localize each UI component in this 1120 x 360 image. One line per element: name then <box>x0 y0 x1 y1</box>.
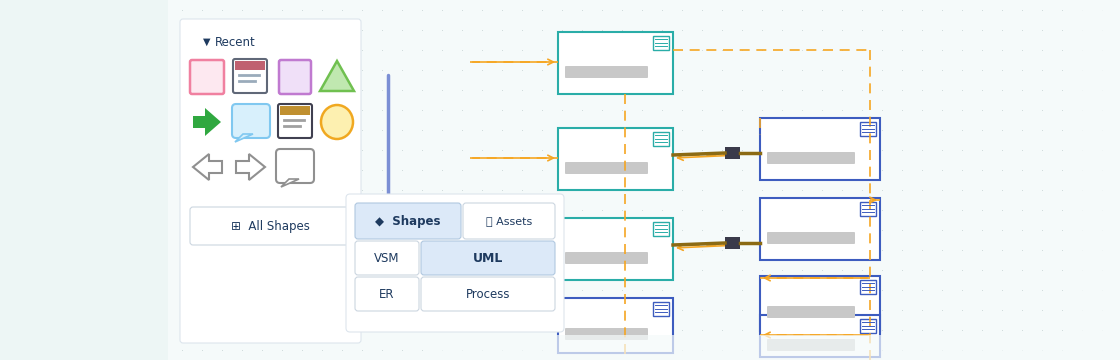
FancyBboxPatch shape <box>860 280 876 294</box>
FancyBboxPatch shape <box>653 132 669 146</box>
FancyBboxPatch shape <box>767 339 855 351</box>
FancyBboxPatch shape <box>278 104 312 138</box>
Text: 🗃 Assets: 🗃 Assets <box>486 216 532 226</box>
FancyBboxPatch shape <box>760 198 880 260</box>
Text: VSM: VSM <box>374 252 400 265</box>
Polygon shape <box>193 154 222 180</box>
FancyBboxPatch shape <box>767 232 855 244</box>
Polygon shape <box>193 108 221 136</box>
FancyBboxPatch shape <box>421 277 556 311</box>
Bar <box>725 237 740 249</box>
Polygon shape <box>236 154 265 180</box>
FancyBboxPatch shape <box>190 60 224 94</box>
FancyBboxPatch shape <box>355 277 419 311</box>
Bar <box>168 0 1120 360</box>
FancyBboxPatch shape <box>760 315 880 357</box>
FancyBboxPatch shape <box>558 298 673 353</box>
FancyBboxPatch shape <box>279 60 311 94</box>
Polygon shape <box>320 61 354 91</box>
FancyBboxPatch shape <box>860 122 876 136</box>
Text: UML: UML <box>473 252 503 265</box>
FancyBboxPatch shape <box>653 302 669 316</box>
Bar <box>280 106 310 115</box>
Bar <box>440 335 1120 360</box>
FancyBboxPatch shape <box>233 59 267 93</box>
FancyBboxPatch shape <box>355 203 461 239</box>
FancyBboxPatch shape <box>653 222 669 236</box>
FancyBboxPatch shape <box>767 152 855 164</box>
FancyBboxPatch shape <box>564 66 648 78</box>
FancyBboxPatch shape <box>564 328 648 340</box>
Bar <box>235 61 265 70</box>
FancyBboxPatch shape <box>860 319 876 333</box>
FancyBboxPatch shape <box>653 36 669 50</box>
FancyBboxPatch shape <box>276 149 314 183</box>
FancyBboxPatch shape <box>760 118 880 180</box>
FancyBboxPatch shape <box>767 306 855 318</box>
FancyBboxPatch shape <box>421 241 556 275</box>
FancyBboxPatch shape <box>558 128 673 190</box>
Text: ER: ER <box>380 288 394 301</box>
Text: Recent: Recent <box>215 36 255 49</box>
FancyBboxPatch shape <box>232 104 270 138</box>
Bar <box>0 0 168 360</box>
FancyBboxPatch shape <box>564 252 648 264</box>
Text: ⊞  All Shapes: ⊞ All Shapes <box>231 220 310 233</box>
FancyBboxPatch shape <box>860 202 876 216</box>
FancyBboxPatch shape <box>355 241 419 275</box>
FancyBboxPatch shape <box>760 276 880 331</box>
FancyBboxPatch shape <box>190 207 351 245</box>
Ellipse shape <box>321 105 353 139</box>
FancyBboxPatch shape <box>558 32 673 94</box>
FancyBboxPatch shape <box>346 194 564 332</box>
FancyBboxPatch shape <box>463 203 556 239</box>
Polygon shape <box>235 134 253 142</box>
FancyBboxPatch shape <box>558 218 673 280</box>
Bar <box>725 147 740 159</box>
FancyBboxPatch shape <box>180 19 361 343</box>
Bar <box>1070 0 1120 360</box>
Polygon shape <box>281 179 299 187</box>
Text: ◆  Shapes: ◆ Shapes <box>375 215 441 228</box>
Text: Process: Process <box>466 288 511 301</box>
Text: ▼: ▼ <box>203 37 211 47</box>
FancyBboxPatch shape <box>564 162 648 174</box>
